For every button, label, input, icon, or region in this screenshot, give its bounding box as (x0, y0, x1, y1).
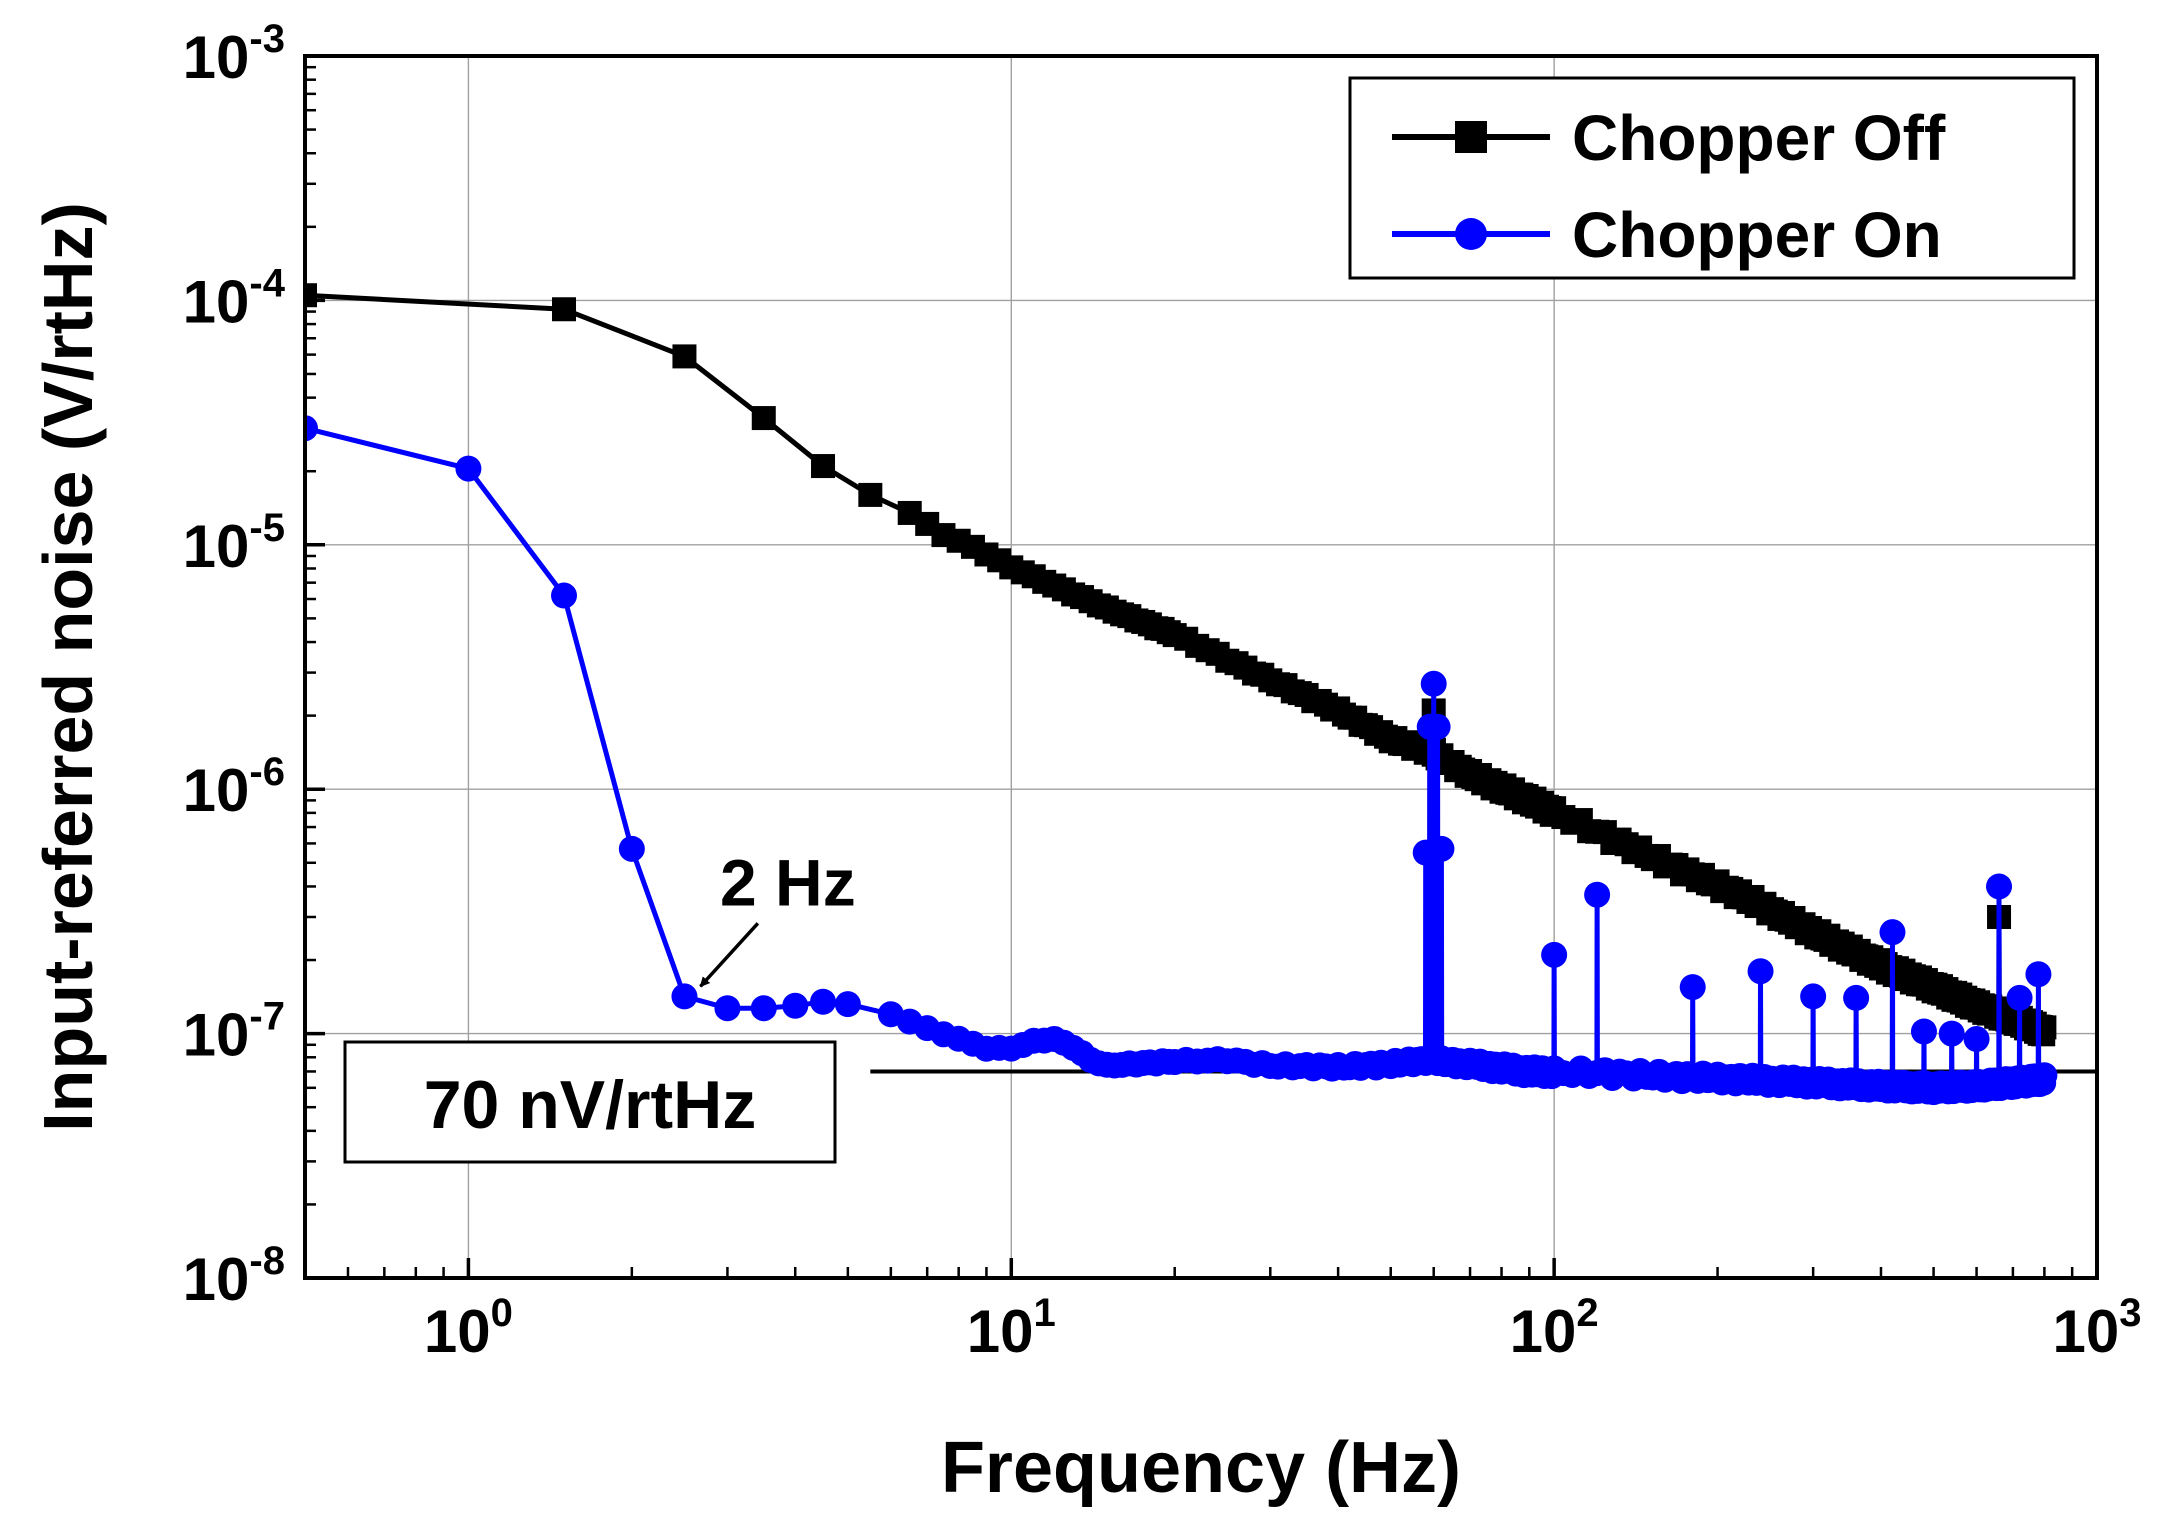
x-tick-label-2: 102 (1510, 1291, 1599, 1365)
data-point-chopper-off-0 (305, 283, 317, 308)
annotation-70nv: 70 nV/rtHz (424, 1067, 757, 1143)
data-point-chopper-on-3 (618, 835, 645, 862)
data-point-chopper-on-2 (551, 582, 578, 609)
data-point-chopper-on-142 (1584, 881, 1611, 908)
data-point-chopper-on-340 (2025, 961, 2052, 988)
data-point-chopper-on-178 (1747, 958, 1774, 985)
x-tick-label-0: 100 (424, 1291, 513, 1365)
data-point-chopper-off-3 (751, 406, 776, 431)
series-chopper-off (305, 283, 2057, 1047)
data-point-chopper-off-1 (552, 297, 577, 322)
data-point-chopper-off-2 (672, 344, 697, 369)
legend-marker-chopper-on (1455, 218, 1487, 250)
y-tick-label-2: 10-6 (183, 750, 285, 824)
data-point-chopper-on-250 (1910, 1018, 1937, 1045)
data-point-chopper-on-8 (810, 988, 837, 1015)
x-tick-label-1: 101 (967, 1291, 1056, 1365)
data-point-chopper-off-4 (811, 454, 836, 479)
data-point-chopper-on-93 (1428, 835, 1455, 862)
axes-frame (303, 54, 2099, 1280)
data-point-chopper-on-196 (1800, 983, 1827, 1010)
data-point-chopper-on-9 (834, 991, 861, 1018)
data-point-chopper-on-214 (1843, 984, 1870, 1011)
annotation-2hz: 2 Hz (720, 845, 856, 919)
x-tick-labels: 100 101 102 103 (424, 1291, 2142, 1365)
data-point-chopper-on-1 (455, 455, 482, 482)
data-point-chopper-on-89 (1424, 713, 1451, 740)
data-point-chopper-on-0 (305, 415, 318, 442)
data-point-chopper-on-134 (1541, 941, 1568, 968)
y-axis-label: Input-referred noise (V/rtHz) (29, 202, 107, 1132)
y-tick-label-0: 10-8 (183, 1239, 285, 1313)
x-axis-label: Frequency (Hz) (941, 1428, 1461, 1508)
data-point-chopper-on-5 (714, 995, 741, 1022)
legend-label-chopper-on: Chopper On (1572, 199, 1942, 271)
data-point-chopper-on-232 (1879, 919, 1906, 946)
data-point-chopper-on-160 (1679, 974, 1706, 1001)
y-tick-label-5: 10-3 (183, 17, 285, 91)
data-point-chopper-on-4 (671, 983, 698, 1010)
data-point-chopper-on-347 (2031, 1062, 2058, 1089)
data-point-chopper-on-85 (1420, 670, 1447, 697)
x-tick-label-3: 103 (2053, 1291, 2142, 1365)
y-tick-label-1: 10-7 (183, 995, 285, 1069)
series-chopper-on (305, 415, 2058, 1106)
grid-lines (305, 54, 2099, 1280)
data-point-chopper-off-5 (858, 482, 883, 507)
y-tick-label-3: 10-5 (183, 506, 285, 580)
annotation-arrow-2hz (699, 922, 760, 988)
data-point-chopper-on-304 (1986, 873, 2013, 900)
annotation-70nv-box: 70 nV/rtHz (343, 1040, 837, 1164)
series-layer (305, 283, 2058, 1106)
y-tick-labels: 10-8 10-7 10-6 10-5 10-4 10-3 (183, 17, 286, 1313)
y-tick-label-4: 10-4 (183, 261, 286, 335)
data-point-chopper-on-7 (782, 992, 809, 1019)
annotation-70nv-frame (343, 1040, 837, 1164)
data-point-chopper-on-6 (750, 995, 777, 1022)
data-point-chopper-on-268 (1938, 1020, 1965, 1047)
data-point-chopper-on-322 (2006, 984, 2033, 1011)
legend: Chopper Off Chopper On (1348, 76, 2076, 280)
legend-marker-chopper-off (1455, 121, 1487, 153)
legend-label-chopper-off: Chopper Off (1572, 102, 1946, 174)
data-point-chopper-on-286 (1963, 1026, 1990, 1053)
